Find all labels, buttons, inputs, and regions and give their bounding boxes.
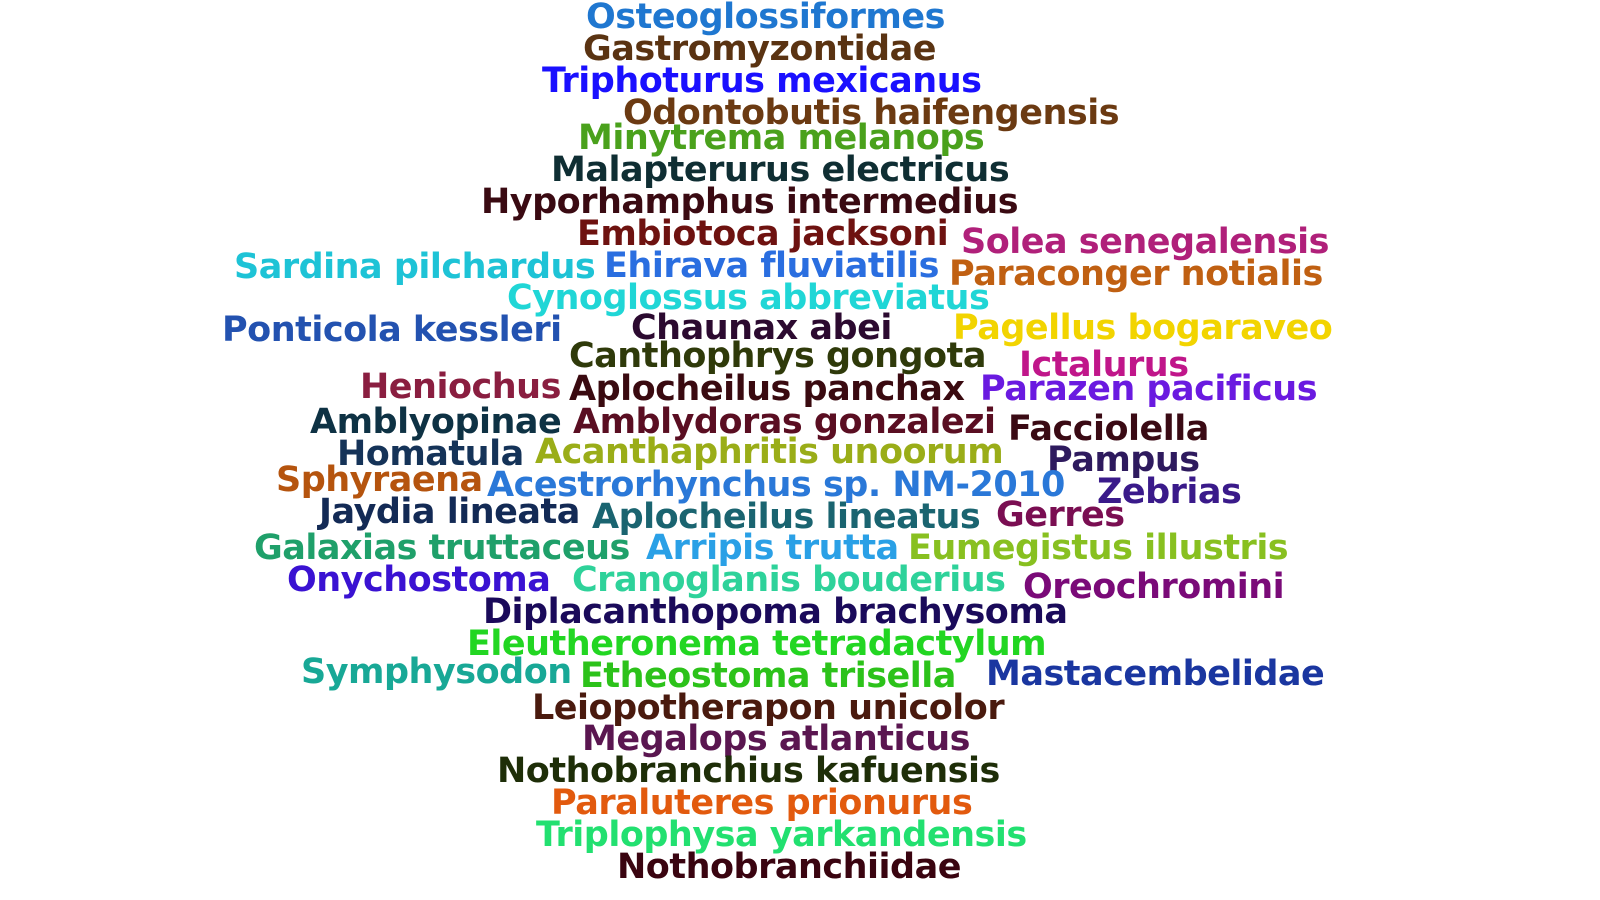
- word-cynoglossus-abbreviatus: Cynoglossus abbreviatus: [507, 278, 990, 318]
- word-megalops-atlanticus: Megalops atlanticus: [582, 719, 970, 759]
- word-osteoglossiformes: Osteoglossiformes: [586, 0, 945, 37]
- word-paraluteres-prionurus: Paraluteres prionurus: [551, 783, 973, 823]
- word-canthophrys-gongota: Canthophrys gongota: [569, 336, 986, 376]
- word-malapterurus-electricus: Malapterurus electricus: [551, 150, 1010, 190]
- word-ictalurus: Ictalurus: [1019, 345, 1189, 385]
- word-acestrorhynchus-sp-nm-2010: Acestrorhynchus sp. NM-2010: [487, 465, 1065, 505]
- word-ehirava-fluviatilis: Ehirava fluviatilis: [604, 246, 939, 286]
- word-amblydoras-gonzalezi: Amblydoras gonzalezi: [573, 402, 996, 442]
- word-sphyraena: Sphyraena: [276, 460, 483, 500]
- word-eleutheronema-tetradactylum: Eleutheronema tetradactylum: [467, 624, 1047, 664]
- word-mastacembelidae: Mastacembelidae: [986, 654, 1325, 694]
- word-aplocheilus-lineatus: Aplocheilus lineatus: [592, 497, 981, 537]
- word-facciolella: Facciolella: [1008, 409, 1209, 449]
- word-pampus: Pampus: [1047, 440, 1200, 480]
- word-cranoglanis-bouderius: Cranoglanis bouderius: [572, 560, 1006, 600]
- word-diplacanthopoma-brachysoma: Diplacanthopoma brachysoma: [483, 592, 1068, 632]
- word-eumegistus-illustris: Eumegistus illustris: [908, 528, 1289, 568]
- word-solea-senegalensis: Solea senegalensis: [961, 222, 1330, 262]
- word-hyporhamphus-intermedius: Hyporhamphus intermedius: [481, 182, 1019, 222]
- word-etheostoma-trisella: Etheostoma trisella: [580, 656, 956, 696]
- word-leiopotherapon-unicolor: Leiopotherapon unicolor: [532, 688, 1005, 728]
- word-acanthaphritis-unoorum: Acanthaphritis unoorum: [535, 432, 1004, 472]
- word-zebrias: Zebrias: [1097, 472, 1242, 512]
- word-heniochus: Heniochus: [360, 367, 561, 407]
- word-arripis-trutta: Arripis trutta: [646, 528, 899, 568]
- word-embiotoca-jacksoni: Embiotoca jacksoni: [577, 214, 949, 254]
- word-amblyopinae: Amblyopinae: [310, 402, 562, 442]
- word-paraconger-notialis: Paraconger notialis: [949, 254, 1323, 294]
- word-oreochromini: Oreochromini: [1023, 567, 1285, 607]
- word-minytrema-melanops: Minytrema melanops: [578, 118, 985, 158]
- word-homatula: Homatula: [337, 434, 524, 474]
- word-galaxias-truttaceus: Galaxias truttaceus: [254, 528, 630, 568]
- word-triphoturus-mexicanus: Triphoturus mexicanus: [542, 61, 982, 101]
- word-gerres: Gerres: [996, 495, 1125, 535]
- word-symphysodon: Symphysodon: [301, 652, 572, 692]
- word-chaunax-abei: Chaunax abei: [631, 308, 892, 348]
- word-ponticola-kessleri: Ponticola kessleri: [222, 310, 562, 350]
- word-pagellus-bogaraveo: Pagellus bogaraveo: [953, 308, 1333, 348]
- word-odontobutis-haifengensis: Odontobutis haifengensis: [623, 93, 1120, 133]
- word-gastromyzontidae: Gastromyzontidae: [583, 29, 936, 69]
- word-parazen-pacificus: Parazen pacificus: [980, 369, 1318, 409]
- word-sardina-pilchardus: Sardina pilchardus: [234, 247, 596, 287]
- word-onychostoma: Onychostoma: [287, 560, 551, 600]
- word-nothobranchius-kafuensis: Nothobranchius kafuensis: [497, 751, 1000, 791]
- word-aplocheilus-panchax: Aplocheilus panchax: [569, 369, 965, 409]
- word-nothobranchiidae: Nothobranchiidae: [617, 847, 961, 887]
- word-jaydia-lineata: Jaydia lineata: [319, 492, 580, 532]
- word-triplophysa-yarkandensis: Triplophysa yarkandensis: [536, 815, 1027, 855]
